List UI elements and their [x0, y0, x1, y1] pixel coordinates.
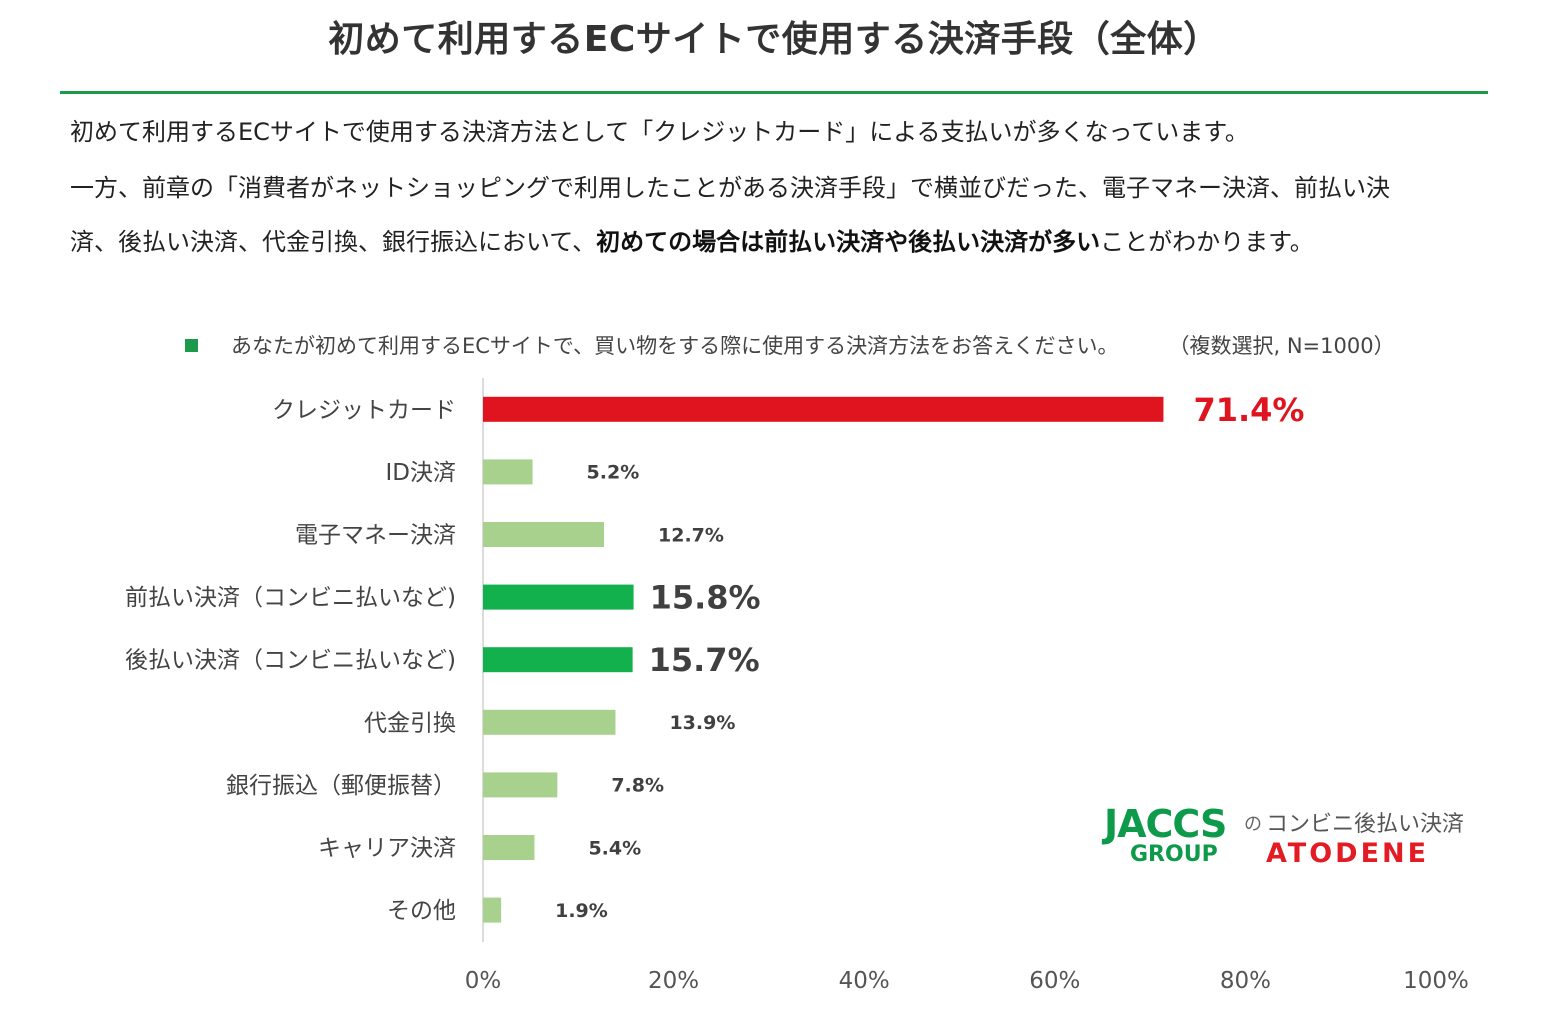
- data-label: 71.4%: [1193, 391, 1304, 429]
- description-line-3-prefix: 済、後払い決済、代金引換、銀行振込において、: [70, 228, 597, 256]
- jaccs-logo-text: JACCS: [1104, 802, 1227, 846]
- x-tick-label: 100%: [1403, 968, 1469, 994]
- data-label: 5.2%: [587, 462, 640, 484]
- data-label: 5.4%: [588, 837, 641, 859]
- data-label: 12.7%: [658, 524, 724, 546]
- bar: [483, 772, 558, 798]
- category-label: 前払い決済（コンビニ払いなど): [125, 585, 456, 611]
- data-label: 1.9%: [555, 900, 608, 922]
- description-line-3: 済、後払い決済、代金引換、銀行振込において、初めての場合は前払い決済や後払い決済…: [70, 222, 1490, 257]
- bar: [483, 522, 605, 547]
- legend-label: あなたが初めて利用するECサイトで、買い物をする際に使用する決済方法をお答えくだ…: [231, 334, 1119, 358]
- data-label: 7.8%: [611, 775, 664, 797]
- category-label: キャリア決済: [318, 836, 456, 862]
- legend-swatch-icon: [185, 338, 198, 352]
- description-line-3-suffix: ことがわかります。: [1100, 228, 1314, 256]
- data-label: 15.8%: [650, 579, 761, 617]
- description-line-2: 一方、前章の「消費者がネットショッピングで利用したことがある決済手段」で横並びだ…: [70, 174, 1390, 202]
- category-label: 電子マネー決済: [295, 523, 456, 549]
- logo-connector: の: [1244, 814, 1262, 835]
- brand-logo: JACCS GROUP の コンビニ後払い決済 ATODENE: [1100, 800, 1480, 875]
- category-label: 銀行振込（郵便振替）: [226, 773, 456, 799]
- category-label: ID決済: [386, 460, 457, 486]
- bar: [483, 584, 634, 610]
- description-line-1: 初めて利用するECサイトで使用する決済方法として「クレジットカード」による支払い…: [70, 118, 1249, 146]
- atodene-logo-text: ATODENE: [1266, 838, 1430, 869]
- bar: [483, 396, 1164, 422]
- chart-legend: あなたが初めて利用するECサイトで、買い物をする際に使用する決済方法をお答えくだ…: [185, 330, 1395, 360]
- x-tick-label: 0%: [465, 968, 502, 994]
- bar: [483, 835, 535, 860]
- x-tick-label: 20%: [648, 968, 699, 994]
- bar: [483, 897, 502, 923]
- page-title: 初めて利用するECサイトで使用する決済手段（全体）: [328, 19, 1220, 60]
- data-label: 15.7%: [649, 641, 760, 679]
- category-label: 代金引換: [364, 710, 456, 736]
- x-tick-label: 80%: [1220, 968, 1271, 994]
- x-tick-label: 40%: [839, 968, 890, 994]
- logo-service-name: コンビニ後払い決済: [1266, 812, 1465, 837]
- bar: [483, 647, 633, 673]
- title-divider: [60, 91, 1488, 94]
- category-label: 後払い決済（コンビニ払いなど): [125, 648, 456, 674]
- category-label: クレジットカード: [272, 397, 456, 423]
- x-tick-label: 60%: [1029, 968, 1080, 994]
- category-label: その他: [387, 898, 456, 924]
- data-label: 13.9%: [669, 712, 735, 734]
- legend-sample-note: （複数選択, N=1000）: [1168, 334, 1395, 358]
- description-highlight: 初めての場合は前払い決済や後払い決済が多い: [596, 228, 1101, 256]
- bar: [483, 459, 533, 485]
- jaccs-group-text: GROUP: [1130, 842, 1218, 867]
- bar: [483, 709, 616, 735]
